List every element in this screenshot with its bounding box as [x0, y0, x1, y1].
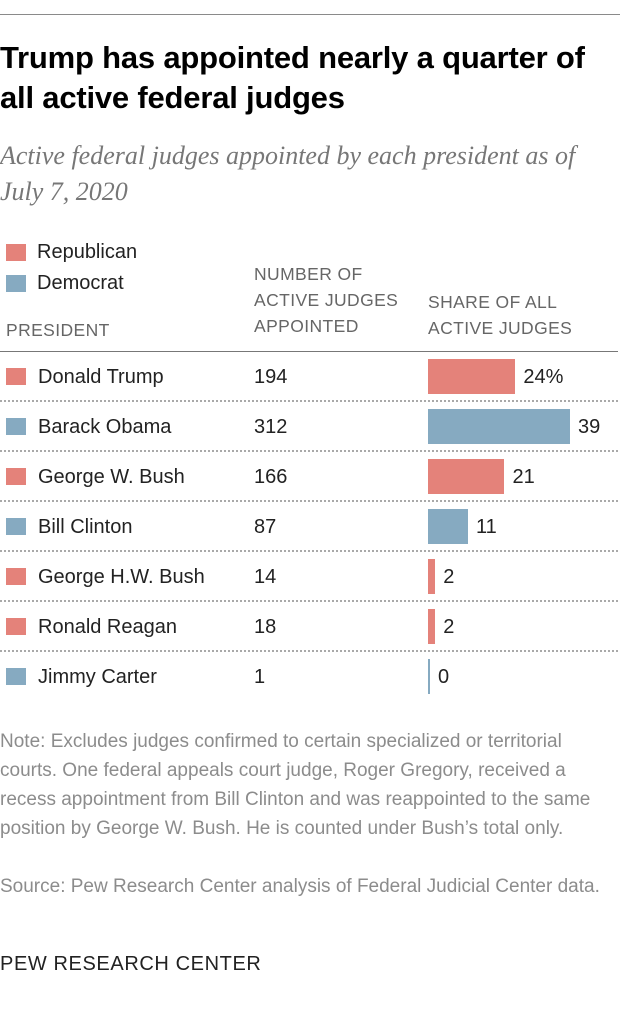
judge-count: 14	[254, 566, 277, 588]
table-row: George H.W. Bush 14 2	[0, 552, 620, 602]
share-label: 21	[512, 466, 535, 488]
share-bar	[428, 509, 469, 544]
chart-note: Note: Excludes judges confirmed to certa…	[0, 731, 591, 839]
table-row: Donald Trump 194 24%	[0, 352, 620, 402]
chart-source: Source: Pew Research Center analysis of …	[0, 876, 600, 897]
legend-label-democrat: Democrat	[37, 272, 124, 294]
president-name: Barack Obama	[38, 416, 172, 438]
legend-label-republican: Republican	[37, 241, 138, 263]
share-label: 2	[443, 616, 455, 638]
judge-count: 18	[254, 616, 277, 638]
share-bar	[428, 559, 436, 594]
table-row: Bill Clinton 87 11	[0, 502, 620, 552]
share-label: 39	[578, 416, 601, 438]
party-swatch	[6, 468, 26, 485]
share-bar	[428, 609, 436, 644]
row-divider	[0, 600, 618, 602]
share-bar	[428, 409, 570, 444]
president-name: Bill Clinton	[38, 516, 133, 538]
president-name: Jimmy Carter	[38, 666, 157, 688]
share-label: 2	[443, 566, 455, 588]
party-swatch	[6, 368, 26, 385]
party-swatch	[6, 418, 26, 435]
president-name: Ronald Reagan	[38, 616, 177, 638]
judge-count: 166	[254, 466, 288, 488]
row-divider	[0, 500, 618, 502]
share-bar	[428, 359, 516, 394]
brand-wordmark: PEW RESEARCH CENTER	[0, 953, 262, 975]
row-divider	[0, 450, 618, 452]
share-label: 24%	[523, 366, 564, 388]
column-header-share: SHARE OF ALL ACTIVE JUDGES	[428, 292, 573, 338]
table-row: Barack Obama 312 39	[0, 402, 620, 452]
judge-count: 87	[254, 516, 277, 538]
row-divider	[0, 400, 618, 402]
column-header-president: PRESIDENT	[6, 320, 110, 340]
chart-subtitle: Active federal judges appointed by each …	[0, 141, 576, 206]
row-divider	[0, 650, 618, 652]
legend-item-republican: Republican	[6, 237, 137, 268]
table-row: Jimmy Carter 1 0	[0, 652, 620, 702]
share-label: 0	[438, 666, 450, 688]
party-swatch	[6, 618, 26, 635]
party-swatch	[6, 568, 26, 585]
judge-count: 312	[254, 416, 288, 438]
share-bar	[428, 659, 430, 694]
column-header-count: NUMBER OF ACTIVE JUDGES APPOINTED	[254, 264, 399, 336]
legend-item-democrat: Democrat	[6, 268, 137, 299]
legend-swatch-republican	[6, 244, 26, 261]
legend-swatch-democrat	[6, 275, 26, 292]
share-label: 11	[476, 516, 497, 538]
party-swatch	[6, 518, 26, 535]
legend: Republican Democrat	[6, 237, 137, 299]
judge-count: 1	[254, 666, 266, 688]
president-name: George H.W. Bush	[38, 566, 205, 588]
president-name: George W. Bush	[38, 466, 185, 488]
judge-count: 194	[254, 366, 288, 388]
share-bar	[428, 459, 505, 494]
table-row: George W. Bush 166 21	[0, 452, 620, 502]
party-swatch	[6, 668, 26, 685]
table-row: Ronald Reagan 18 2	[0, 602, 620, 652]
header-rule	[0, 351, 618, 352]
top-rule	[0, 14, 620, 15]
president-name: Donald Trump	[38, 366, 164, 388]
chart-title: Trump has appointed nearly a quarter of …	[0, 40, 585, 115]
row-divider	[0, 550, 618, 552]
